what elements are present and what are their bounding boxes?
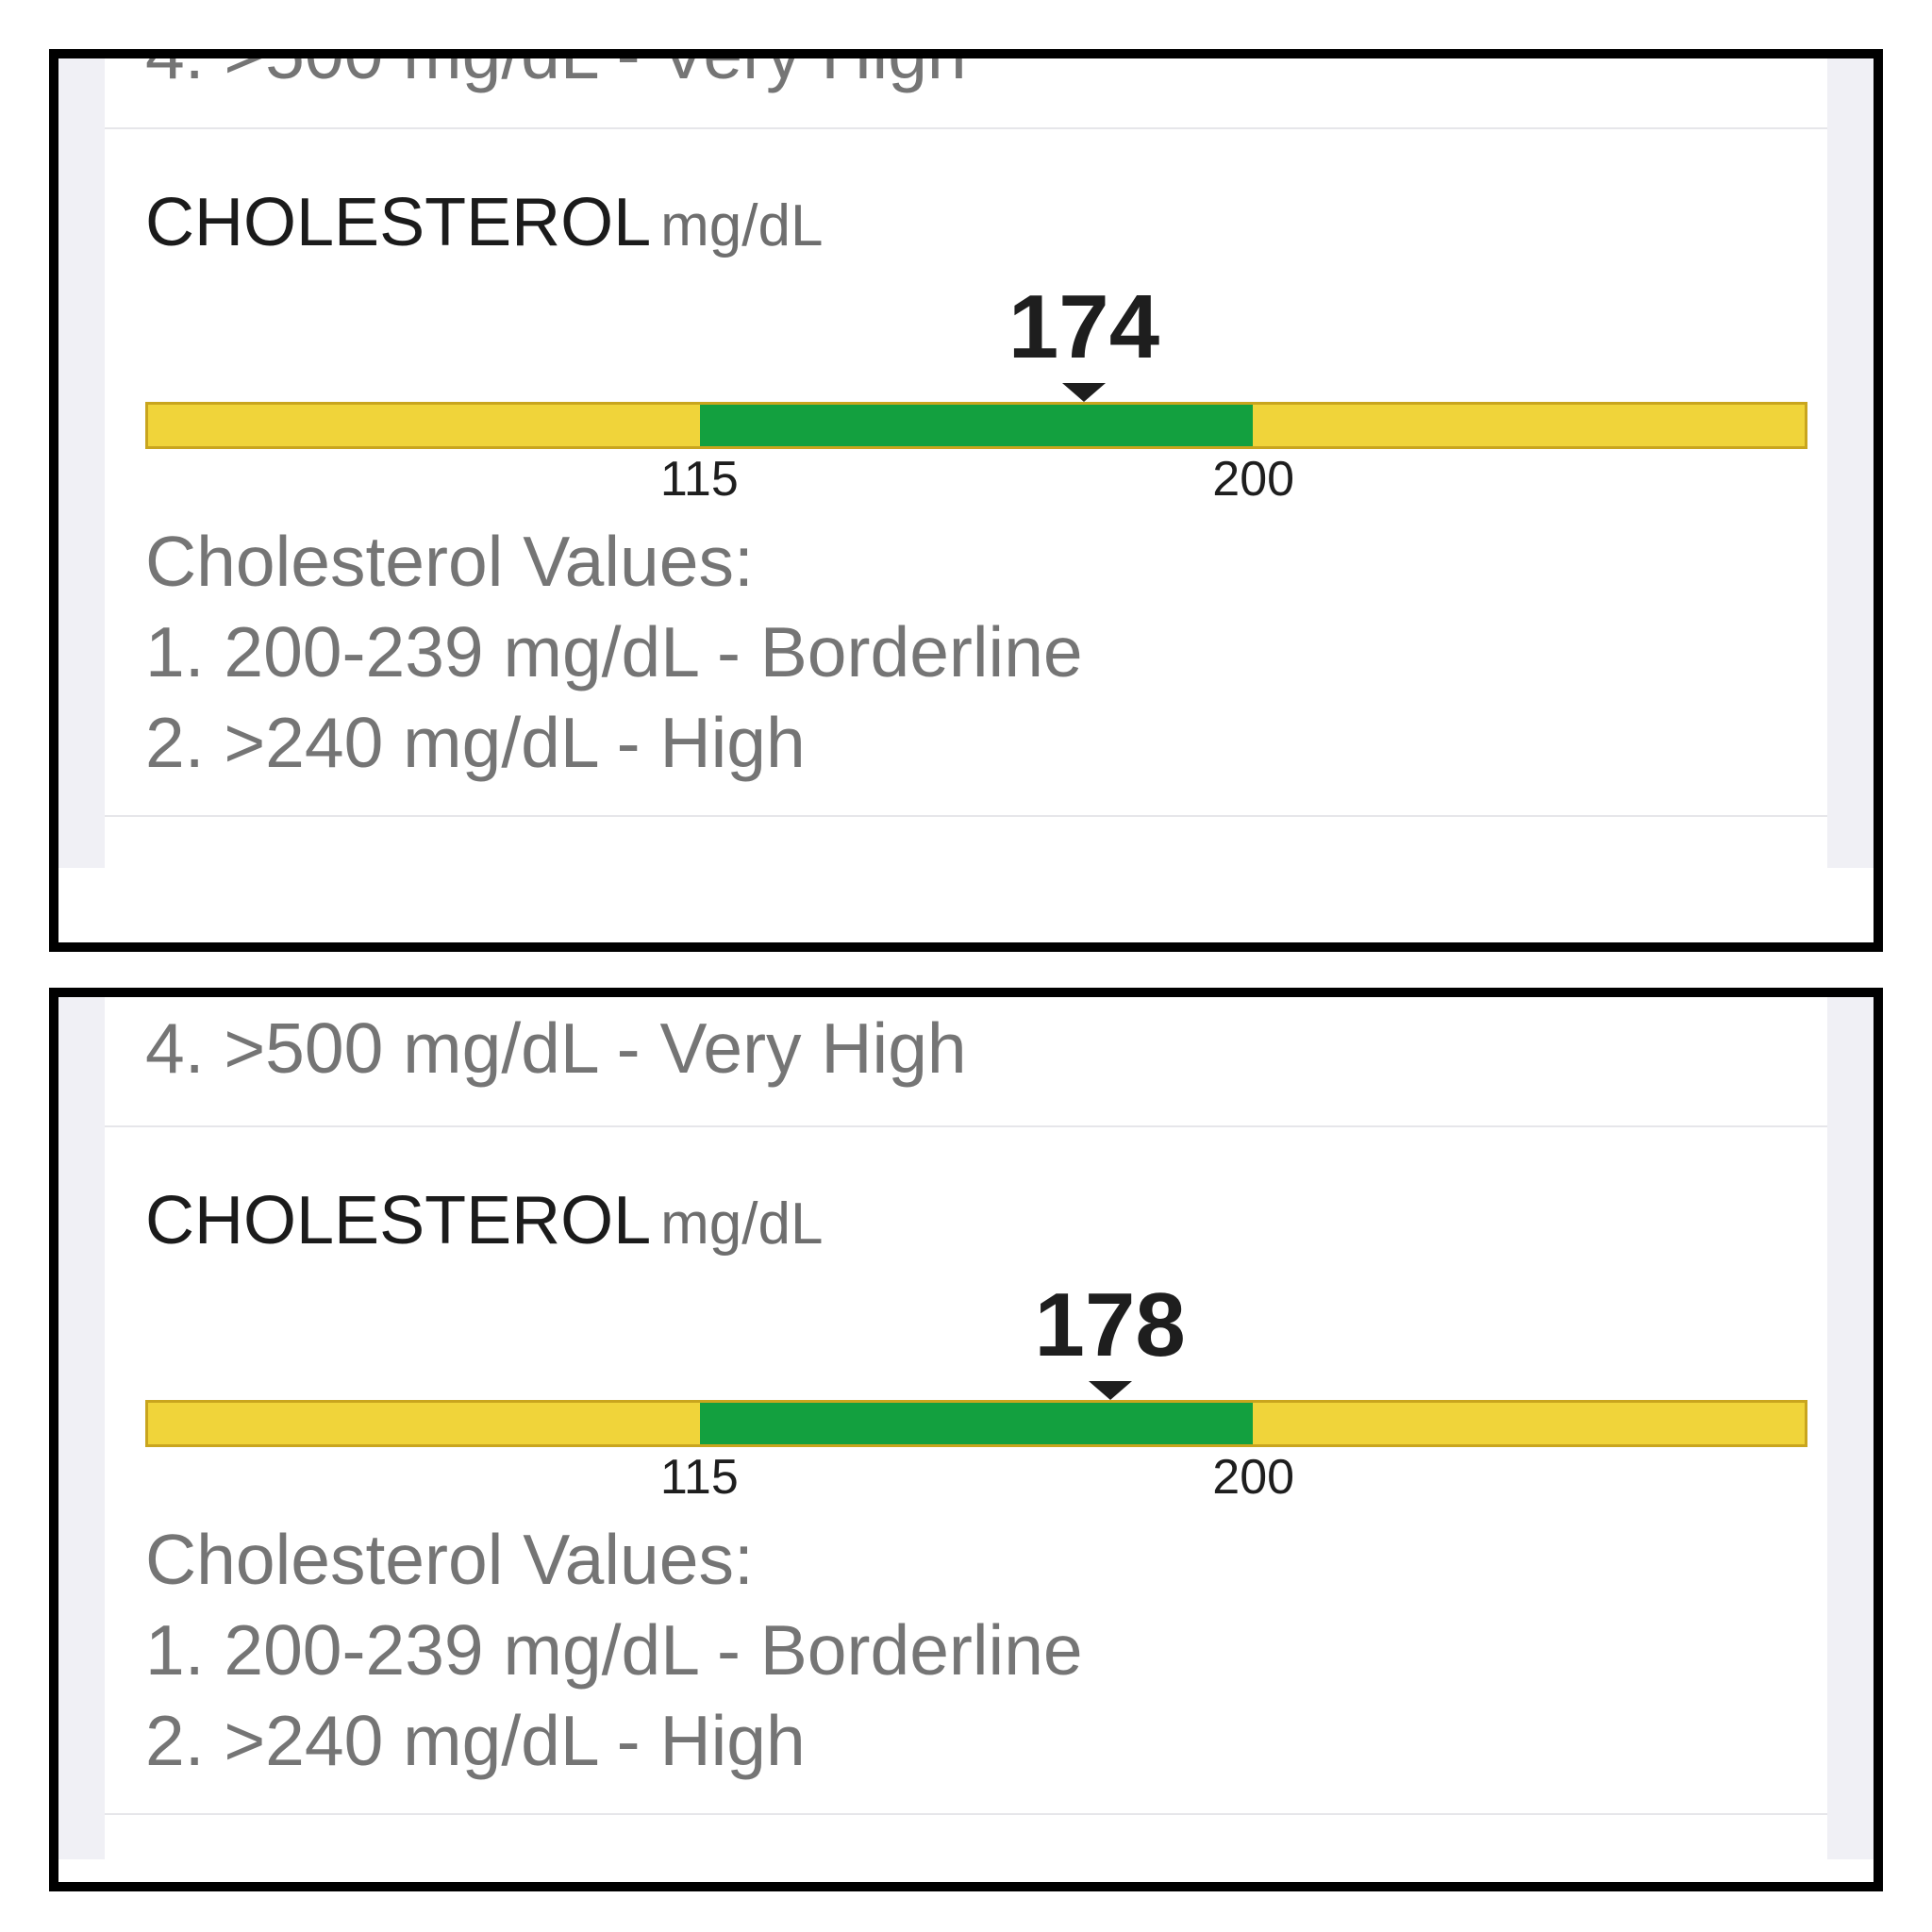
range-bar <box>145 1400 1807 1447</box>
current-value: 174 <box>1008 276 1160 377</box>
info-line: 2. >240 mg/dL - High <box>145 1701 806 1780</box>
scroll-view[interactable]: 4. >500 mg/dL - Very High CHOLESTEROL mg/… <box>58 58 1874 868</box>
scroll-view[interactable]: 4. >500 mg/dL - Very High CHOLESTEROL mg/… <box>58 997 1874 1859</box>
range-high-label: 200 <box>1212 1450 1295 1505</box>
screenshot-panel-top: 4. >500 mg/dL - Very High CHOLESTEROL mg/… <box>49 49 1883 952</box>
metric-header: CHOLESTEROL mg/dL <box>145 189 823 257</box>
value-marker-icon <box>1088 1381 1132 1400</box>
reference-info: Cholesterol Values: 1. 200-239 mg/dL - B… <box>145 1514 1083 1786</box>
row-divider <box>105 1813 1827 1815</box>
range-low-label: 115 <box>659 1450 739 1505</box>
metric-title: CHOLESTEROL <box>145 185 652 260</box>
previous-info-line: 4. >500 mg/dL - Very High <box>145 1008 967 1088</box>
metric-header: CHOLESTEROL mg/dL <box>145 1187 823 1255</box>
row-divider <box>105 815 1827 817</box>
results-card: 4. >500 mg/dL - Very High CHOLESTEROL mg/… <box>105 58 1827 868</box>
range-bar <box>145 402 1807 449</box>
normal-range-segment <box>700 405 1253 446</box>
value-marker-icon <box>1062 383 1106 402</box>
metric-unit: mg/dL <box>660 1191 824 1257</box>
normal-range-segment <box>700 1403 1253 1444</box>
info-line: 2. >240 mg/dL - High <box>145 703 806 782</box>
screenshot-panel-bottom: 4. >500 mg/dL - Very High CHOLESTEROL mg/… <box>49 988 1883 1891</box>
previous-info-line: 4. >500 mg/dL - Very High <box>145 49 967 93</box>
range-high-label: 200 <box>1212 452 1295 507</box>
info-heading: Cholesterol Values: <box>145 522 754 601</box>
results-card: 4. >500 mg/dL - Very High CHOLESTEROL mg/… <box>105 997 1827 1859</box>
info-heading: Cholesterol Values: <box>145 1520 754 1599</box>
range-low-label: 115 <box>659 452 739 507</box>
metric-title: CHOLESTEROL <box>145 1183 652 1258</box>
info-line: 1. 200-239 mg/dL - Borderline <box>145 1610 1083 1690</box>
metric-unit: mg/dL <box>660 193 824 258</box>
row-divider <box>105 1125 1827 1127</box>
current-value: 178 <box>1034 1274 1186 1375</box>
reference-info: Cholesterol Values: 1. 200-239 mg/dL - B… <box>145 516 1083 788</box>
info-line: 1. 200-239 mg/dL - Borderline <box>145 612 1083 691</box>
row-divider <box>105 127 1827 129</box>
